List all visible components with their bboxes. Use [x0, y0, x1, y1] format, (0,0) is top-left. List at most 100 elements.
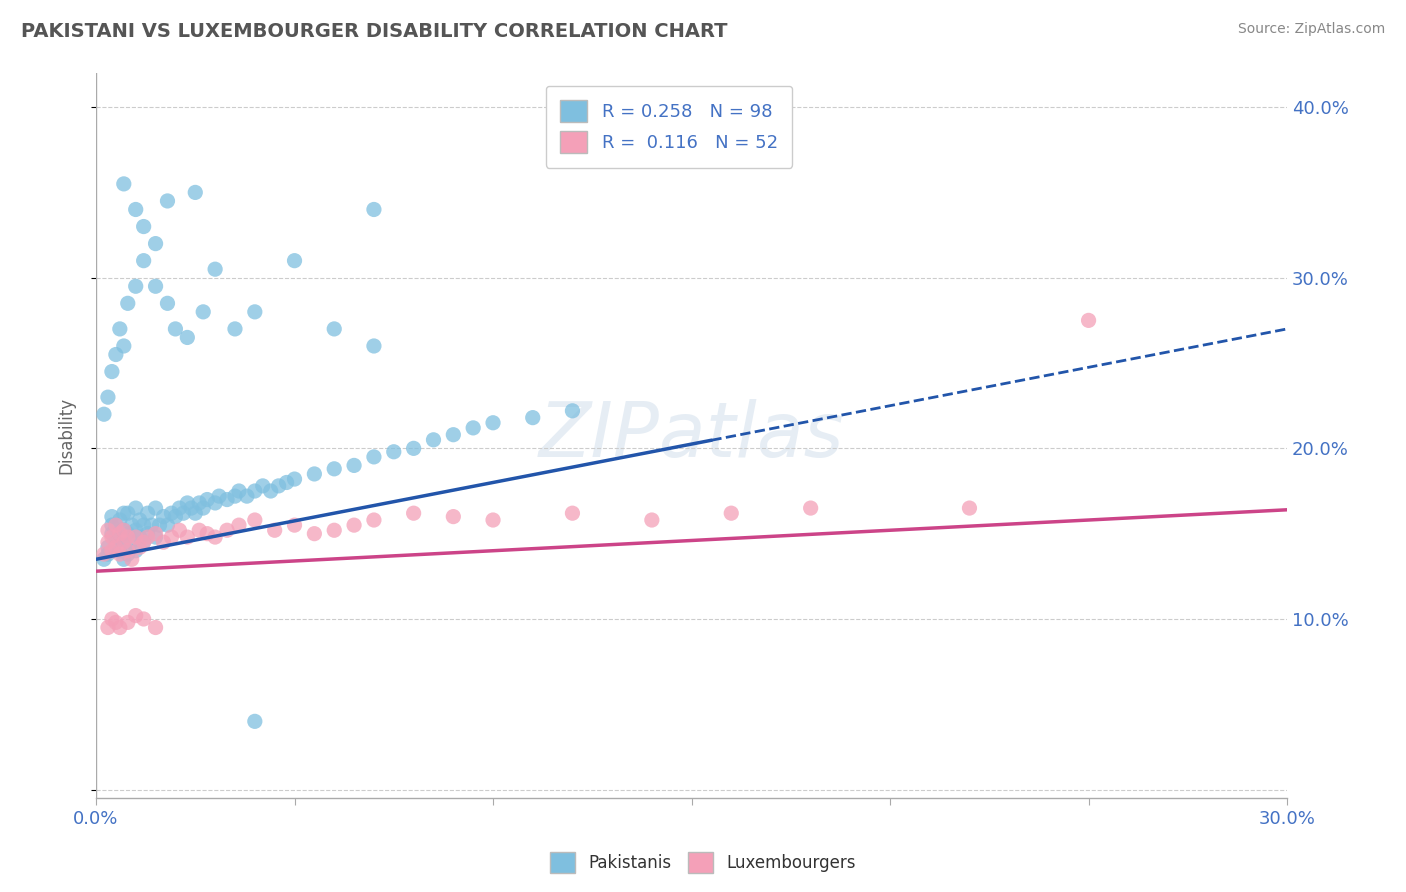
- Point: [482, 513, 505, 527]
- Point: [132, 535, 155, 549]
- Point: [112, 535, 135, 549]
- Point: [112, 506, 135, 520]
- Point: [323, 462, 346, 476]
- Point: [304, 526, 326, 541]
- Point: [720, 506, 742, 520]
- Point: [343, 518, 366, 533]
- Point: [224, 322, 246, 336]
- Point: [260, 483, 283, 498]
- Point: [252, 479, 274, 493]
- Point: [204, 262, 226, 277]
- Point: [128, 530, 150, 544]
- Point: [125, 530, 148, 544]
- Point: [104, 530, 127, 544]
- Point: [402, 442, 425, 456]
- Point: [121, 518, 143, 533]
- Point: [101, 518, 124, 533]
- Point: [323, 523, 346, 537]
- Point: [180, 501, 202, 516]
- Point: [117, 530, 139, 544]
- Point: [108, 620, 131, 634]
- Point: [172, 506, 194, 520]
- Point: [195, 526, 218, 541]
- Point: [176, 496, 198, 510]
- Point: [156, 194, 179, 208]
- Point: [97, 390, 120, 404]
- Point: [193, 501, 215, 516]
- Point: [441, 509, 464, 524]
- Legend: R = 0.258   N = 98, R =  0.116   N = 52: R = 0.258 N = 98, R = 0.116 N = 52: [546, 86, 792, 168]
- Point: [93, 552, 115, 566]
- Point: [441, 427, 464, 442]
- Point: [176, 530, 198, 544]
- Point: [145, 530, 167, 544]
- Point: [148, 518, 170, 533]
- Point: [160, 530, 183, 544]
- Point: [482, 416, 505, 430]
- Point: [184, 186, 207, 200]
- Point: [93, 547, 115, 561]
- Point: [363, 450, 385, 464]
- Point: [176, 330, 198, 344]
- Point: [112, 523, 135, 537]
- Point: [145, 620, 167, 634]
- Point: [104, 347, 127, 361]
- Point: [104, 541, 127, 555]
- Point: [169, 523, 191, 537]
- Point: [228, 518, 250, 533]
- Point: [132, 535, 155, 549]
- Point: [128, 513, 150, 527]
- Point: [104, 541, 127, 555]
- Point: [112, 523, 135, 537]
- Point: [108, 322, 131, 336]
- Point: [136, 506, 159, 520]
- Point: [117, 506, 139, 520]
- Point: [125, 202, 148, 217]
- Point: [208, 489, 231, 503]
- Point: [267, 479, 290, 493]
- Point: [104, 518, 127, 533]
- Point: [117, 296, 139, 310]
- Point: [184, 506, 207, 520]
- Point: [112, 339, 135, 353]
- Point: [101, 612, 124, 626]
- Point: [121, 552, 143, 566]
- Point: [422, 433, 444, 447]
- Point: [800, 501, 823, 516]
- Point: [108, 543, 131, 558]
- Point: [236, 489, 259, 503]
- Point: [363, 202, 385, 217]
- Point: [641, 513, 664, 527]
- Point: [117, 547, 139, 561]
- Point: [108, 526, 131, 541]
- Point: [228, 483, 250, 498]
- Point: [561, 404, 583, 418]
- Point: [93, 407, 115, 421]
- Point: [125, 523, 148, 537]
- Point: [125, 501, 148, 516]
- Text: ZIPatlas: ZIPatlas: [538, 399, 844, 473]
- Point: [97, 547, 120, 561]
- Point: [363, 339, 385, 353]
- Point: [195, 492, 218, 507]
- Point: [402, 506, 425, 520]
- Point: [188, 496, 211, 510]
- Point: [215, 492, 238, 507]
- Point: [243, 513, 266, 527]
- Point: [101, 526, 124, 541]
- Point: [959, 501, 981, 516]
- Point: [1077, 313, 1099, 327]
- Point: [136, 530, 159, 544]
- Point: [283, 472, 305, 486]
- Point: [323, 322, 346, 336]
- Point: [165, 509, 187, 524]
- Point: [101, 543, 124, 558]
- Point: [215, 523, 238, 537]
- Point: [145, 279, 167, 293]
- Point: [112, 552, 135, 566]
- Point: [283, 253, 305, 268]
- Point: [121, 535, 143, 549]
- Point: [561, 506, 583, 520]
- Point: [112, 535, 135, 549]
- Point: [382, 444, 405, 458]
